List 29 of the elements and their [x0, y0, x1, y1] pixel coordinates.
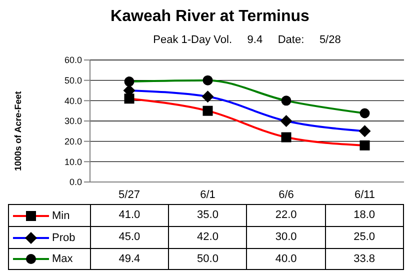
data-label: 42.0 — [169, 227, 248, 248]
y-tick-label: 60.0 — [64, 55, 82, 66]
data-label: 45.0 — [90, 227, 170, 248]
y-tick-label: 40.0 — [64, 96, 82, 106]
data-label: 49.4 — [90, 249, 170, 269]
data-label: 22.0 — [247, 205, 326, 226]
x-tick-label: 6/1 — [200, 188, 216, 201]
data-label: 40.0 — [247, 249, 326, 269]
data-label: 33.8 — [326, 249, 404, 269]
x-tick-label: 6/11 — [354, 188, 376, 201]
legend-label: Prob — [52, 232, 76, 244]
y-axis-title: 1000s of Acre-Feet — [13, 91, 24, 171]
data-label: 30.0 — [247, 227, 326, 248]
data-label: 50.0 — [169, 249, 248, 269]
x-tick-label: 5/27 — [118, 188, 140, 201]
chart-subtitle: Peak 1-Day Vol. 9.4 Date: 5/28 — [152, 34, 342, 46]
legend-label: Max — [52, 253, 73, 265]
chart-title: Kaweah River at Terminus — [110, 8, 310, 26]
data-label: 25.0 — [326, 227, 404, 248]
x-tick-label: 6/6 — [278, 188, 294, 201]
data-label: 41.0 — [90, 205, 170, 226]
data-label: 35.0 — [169, 205, 248, 226]
y-tick-label: 30.0 — [64, 116, 82, 126]
legend-label: Min — [52, 210, 70, 222]
y-tick-label: 50.0 — [64, 76, 82, 86]
data-label: 18.0 — [326, 205, 404, 226]
y-tick-label: 20.0 — [64, 136, 82, 147]
y-tick-label: 0.0 — [69, 177, 82, 188]
y-tick-label: 10.0 — [64, 156, 82, 167]
